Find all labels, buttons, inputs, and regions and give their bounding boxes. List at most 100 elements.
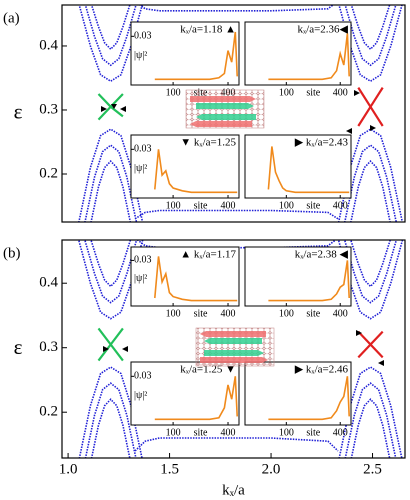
panel: [77, 240, 404, 458]
y-axis-label: ε: [14, 335, 23, 359]
inset-xtick-label: 100: [279, 427, 294, 438]
series-line: [134, 437, 339, 452]
series-line: [350, 5, 391, 51]
series-line: [90, 240, 132, 288]
inset-frame: [244, 134, 352, 199]
inset-title: ▼ kₓ/a=1.25: [180, 137, 236, 149]
inset-xtick-label: 400: [221, 308, 236, 319]
inset-xtick-label: 400: [333, 87, 348, 98]
y-tick-label: 0.3: [39, 101, 58, 117]
ribbon-b: [195, 327, 275, 367]
inset-title: kₓ/a=1.18 ▲: [180, 24, 236, 36]
series-line: [134, 209, 339, 220]
axes-frame: [61, 239, 406, 459]
series-line: [136, 240, 337, 249]
inset-line: [268, 260, 350, 302]
series-line: [84, 144, 138, 222]
inset-frame: [130, 21, 240, 86]
inset-ytick-label: 0.03: [134, 144, 152, 155]
series-line: [357, 87, 384, 127]
inset-xtick-label: 100: [166, 87, 181, 98]
inset-ylabel: |ψ|²: [134, 273, 147, 284]
inset-line: [154, 149, 238, 194]
y-axis-label: ε: [14, 99, 23, 123]
inset-ytick-label: 0.03: [134, 255, 152, 266]
x-tick-label: 2.0: [262, 461, 281, 477]
inset: kₓ/a=2.36◀ 100 400 site: [244, 21, 352, 98]
series-line: [138, 5, 335, 12]
inset-line: [154, 256, 238, 302]
panel-label: (b): [3, 245, 21, 261]
series-line: [350, 160, 391, 222]
inset-xtick-label: 100: [166, 427, 181, 438]
inset-ytick-label: 0.03: [134, 31, 152, 42]
inset-line: [268, 376, 350, 421]
inset-xlabel: site: [194, 427, 208, 438]
series-line: [78, 5, 143, 83]
x-tick-label: 1.5: [160, 461, 179, 477]
inset-ytick-label: 0.03: [134, 371, 152, 382]
inset-line: [154, 31, 238, 81]
series-line: [84, 240, 138, 304]
x-tick-label: 2.5: [363, 461, 382, 477]
inset: ▼ kₓ/a=1.25 |ψ|² 0.03 100 400 site: [130, 134, 240, 211]
inset-title: kₓ/a=2.38 ◀: [295, 249, 349, 261]
inset-line: [267, 146, 350, 194]
inset-ylabel: |ψ|²: [134, 390, 147, 401]
inset-xlabel: site: [306, 200, 320, 211]
inset-xtick-label: 400: [333, 427, 348, 438]
inset-title: kₓ/a=2.36◀: [297, 24, 348, 36]
inset-xtick-label: 100: [166, 308, 181, 319]
inset-frame: [130, 134, 240, 199]
inset-title: kₓ/a=1.25 ▼: [180, 364, 236, 376]
axes-frame: [61, 4, 406, 223]
inset-xtick-label: 100: [279, 87, 294, 98]
inset: kₓ/a=2.38 ◀ 100 400 site: [244, 246, 352, 319]
inset-xtick-label: 400: [221, 427, 236, 438]
inset-xlabel: site: [194, 308, 208, 319]
inset-line: [154, 376, 238, 421]
series-line: [343, 144, 398, 222]
ribbon-a: [185, 89, 265, 129]
series-line: [349, 240, 392, 288]
inset-xlabel: site: [194, 200, 208, 211]
inset-title: ▶ kₓ/a=2.46: [295, 364, 349, 376]
inset-xtick-label: 400: [221, 200, 236, 211]
y-tick-label: 0.2: [39, 404, 58, 420]
series-line: [97, 93, 124, 121]
inset-xtick-label: 400: [333, 200, 348, 211]
edge-state-markers: [101, 90, 384, 366]
inset: kₓ/a=1.25 ▼ |ψ|² 0.03 100 400 site: [130, 361, 240, 438]
inset-title: ▶ kₓ/a=2.43: [295, 137, 349, 149]
series-line: [350, 398, 391, 458]
inset-xtick-label: 400: [333, 308, 348, 319]
series-line: [357, 330, 384, 359]
series-line: [90, 5, 131, 51]
series-line: [344, 382, 397, 458]
inset-title: ▲ kₓ/a=1.17: [180, 249, 236, 261]
inset: ▶ kₓ/a=2.43 100 400 site: [244, 134, 352, 211]
x-axis-label: kₓ/a: [222, 482, 245, 498]
series-line: [90, 160, 132, 222]
y-tick-label: 0.2: [39, 165, 58, 181]
inset-xlabel: site: [306, 308, 320, 319]
x-tick-label: 1.0: [59, 461, 78, 477]
series-line: [344, 5, 397, 67]
inset-frame: [130, 246, 240, 307]
series-line: [343, 240, 398, 304]
inset-ylabel: |ψ|²: [134, 163, 147, 174]
series-line: [77, 240, 144, 320]
inset-xlabel: site: [306, 87, 320, 98]
y-tick-label: 0.3: [39, 339, 58, 355]
inset-line: [268, 33, 350, 81]
inset-xtick-label: 100: [279, 200, 294, 211]
inset-xtick-label: 100: [279, 308, 294, 319]
panel-label: (a): [3, 10, 20, 26]
inset-xlabel: site: [306, 427, 320, 438]
inset: ▲ kₓ/a=1.17 |ψ|² 0.03 100 400 site: [130, 246, 240, 319]
plot-layer: (a) ε 0.2 0.3 0.4 kₓ/a=1.18 ▲ |ψ|² 0.03 100 400 si…: [3, 4, 406, 498]
inset-ylabel: |ψ|²: [134, 50, 147, 61]
series-line: [90, 398, 131, 458]
y-tick-label: 0.4: [39, 275, 58, 291]
